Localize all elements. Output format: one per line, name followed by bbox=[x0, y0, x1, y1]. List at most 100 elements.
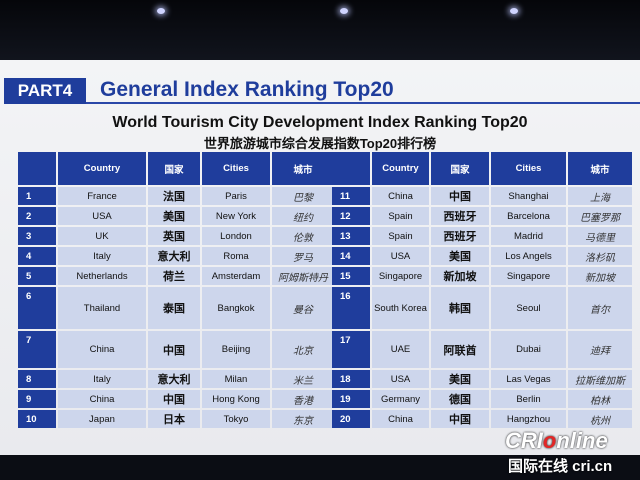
logo-text-a: CRI bbox=[505, 428, 543, 453]
rank-cell: 5 bbox=[18, 267, 56, 285]
rank-cell: 15 bbox=[332, 267, 370, 285]
table-title-zh: 世界旅游城市综合发展指数Top20排行榜 bbox=[203, 136, 437, 151]
city-zh-cell: 马德里 bbox=[568, 227, 632, 245]
ceiling bbox=[0, 0, 640, 60]
city-cell: London bbox=[202, 227, 270, 245]
rank-cell: 2 bbox=[18, 207, 56, 225]
city-cell: Berlin bbox=[491, 390, 566, 408]
country-zh-cell: 美国 bbox=[431, 247, 489, 265]
table-title-en: World Tourism City Development Index Ran… bbox=[112, 114, 528, 131]
country-zh-cell: 韩国 bbox=[431, 287, 489, 329]
table-row: 10 Japan 日本 Tokyo 东京 bbox=[18, 410, 334, 428]
city-zh-cell: 阿姆斯特丹 bbox=[272, 267, 334, 285]
country-zh-cell: 中国 bbox=[148, 390, 200, 408]
rank-cell: 9 bbox=[18, 390, 56, 408]
header-cities: Cities bbox=[202, 152, 270, 185]
city-zh-cell: 伦敦 bbox=[272, 227, 334, 245]
table-row: 11 China 中国 Shanghai 上海 bbox=[332, 187, 632, 205]
country-cell: Spain bbox=[372, 227, 429, 245]
city-cell: Tokyo bbox=[202, 410, 270, 428]
city-cell: Beijing bbox=[202, 331, 270, 368]
city-cell: New York bbox=[202, 207, 270, 225]
country-cell: Italy bbox=[58, 247, 146, 265]
country-zh-cell: 西班牙 bbox=[431, 207, 489, 225]
city-zh-cell: 北京 bbox=[272, 331, 334, 368]
country-zh-cell: 荷兰 bbox=[148, 267, 200, 285]
city-zh-cell: 罗马 bbox=[272, 247, 334, 265]
city-zh-cell: 柏林 bbox=[568, 390, 632, 408]
city-zh-cell: 香港 bbox=[272, 390, 334, 408]
header-country-zh: 国家 bbox=[148, 152, 200, 185]
city-cell: Barcelona bbox=[491, 207, 566, 225]
city-cell: Bangkok bbox=[202, 287, 270, 329]
rank-cell: 8 bbox=[18, 370, 56, 388]
slide-title: General Index Ranking Top20 bbox=[100, 78, 394, 101]
table-row: 15 Singapore 新加坡 Singapore 新加坡 bbox=[332, 267, 632, 285]
header-rank-blank bbox=[332, 152, 370, 185]
city-zh-cell: 上海 bbox=[568, 187, 632, 205]
city-zh-cell: 巴黎 bbox=[272, 187, 334, 205]
header-cities: Cities bbox=[491, 152, 566, 185]
table-row: 7 China 中国 Beijing 北京 bbox=[18, 331, 334, 368]
city-zh-cell: 新加坡 bbox=[568, 267, 632, 285]
rank-cell: 14 bbox=[332, 247, 370, 265]
rank-cell: 18 bbox=[332, 370, 370, 388]
country-cell: Thailand bbox=[58, 287, 146, 329]
table-row: 17 UAE 阿联酋 Dubai 迪拜 bbox=[332, 331, 632, 368]
table-row: 4 Italy 意大利 Roma 罗马 bbox=[18, 247, 334, 265]
rank-cell: 4 bbox=[18, 247, 56, 265]
city-zh-cell: 首尔 bbox=[568, 287, 632, 329]
table-row: 2 USA 美国 New York 纽约 bbox=[18, 207, 334, 225]
country-zh-cell: 中国 bbox=[431, 187, 489, 205]
country-cell: UAE bbox=[372, 331, 429, 368]
rank-cell: 11 bbox=[332, 187, 370, 205]
city-zh-cell: 曼谷 bbox=[272, 287, 334, 329]
country-cell: Netherlands bbox=[58, 267, 146, 285]
country-cell: Japan bbox=[58, 410, 146, 428]
city-cell: Hangzhou bbox=[491, 410, 566, 428]
table-row: 9 China 中国 Hong Kong 香港 bbox=[18, 390, 334, 408]
rank-cell: 20 bbox=[332, 410, 370, 428]
country-cell: China bbox=[58, 331, 146, 368]
logo-text-b: nline bbox=[556, 428, 608, 453]
country-zh-cell: 新加坡 bbox=[431, 267, 489, 285]
country-zh-cell: 美国 bbox=[148, 207, 200, 225]
logo-text-o: o bbox=[542, 428, 557, 453]
city-zh-cell: 巴塞罗那 bbox=[568, 207, 632, 225]
table-row: 14 USA 美国 Los Angels 洛杉矶 bbox=[332, 247, 632, 265]
table-row: 13 Spain 西班牙 Madrid 马德里 bbox=[332, 227, 632, 245]
country-zh-cell: 美国 bbox=[431, 370, 489, 388]
header-country: Country bbox=[58, 152, 146, 185]
country-zh-cell: 阿联酋 bbox=[431, 331, 489, 368]
city-zh-cell: 迪拜 bbox=[568, 331, 632, 368]
country-zh-cell: 德国 bbox=[431, 390, 489, 408]
city-cell: Singapore bbox=[491, 267, 566, 285]
rank-cell: 3 bbox=[18, 227, 56, 245]
city-cell: Milan bbox=[202, 370, 270, 388]
country-cell: Italy bbox=[58, 370, 146, 388]
table-row: 20 China 中国 Hangzhou 杭州 bbox=[332, 410, 632, 428]
table-header-row: Country 国家 Cities 城市 bbox=[18, 152, 334, 185]
city-cell: Las Vegas bbox=[491, 370, 566, 388]
city-cell: Seoul bbox=[491, 287, 566, 329]
country-cell: UK bbox=[58, 227, 146, 245]
country-zh-cell: 泰国 bbox=[148, 287, 200, 329]
country-cell: USA bbox=[372, 247, 429, 265]
table-header-row: Country 国家 Cities 城市 bbox=[332, 152, 632, 185]
country-cell: Germany bbox=[372, 390, 429, 408]
city-zh-cell: 杭州 bbox=[568, 410, 632, 428]
table-row: 12 Spain 西班牙 Barcelona 巴塞罗那 bbox=[332, 207, 632, 225]
rank-cell: 1 bbox=[18, 187, 56, 205]
table-row: 1 France 法国 Paris 巴黎 bbox=[18, 187, 334, 205]
city-cell: Paris bbox=[202, 187, 270, 205]
city-cell: Roma bbox=[202, 247, 270, 265]
country-zh-cell: 中国 bbox=[148, 331, 200, 368]
city-cell: Dubai bbox=[491, 331, 566, 368]
rank-cell: 16 bbox=[332, 287, 370, 329]
country-cell: USA bbox=[372, 370, 429, 388]
city-cell: Amsterdam bbox=[202, 267, 270, 285]
country-cell: USA bbox=[58, 207, 146, 225]
header-country-zh: 国家 bbox=[431, 152, 489, 185]
rank-cell: 10 bbox=[18, 410, 56, 428]
country-zh-cell: 意大利 bbox=[148, 247, 200, 265]
